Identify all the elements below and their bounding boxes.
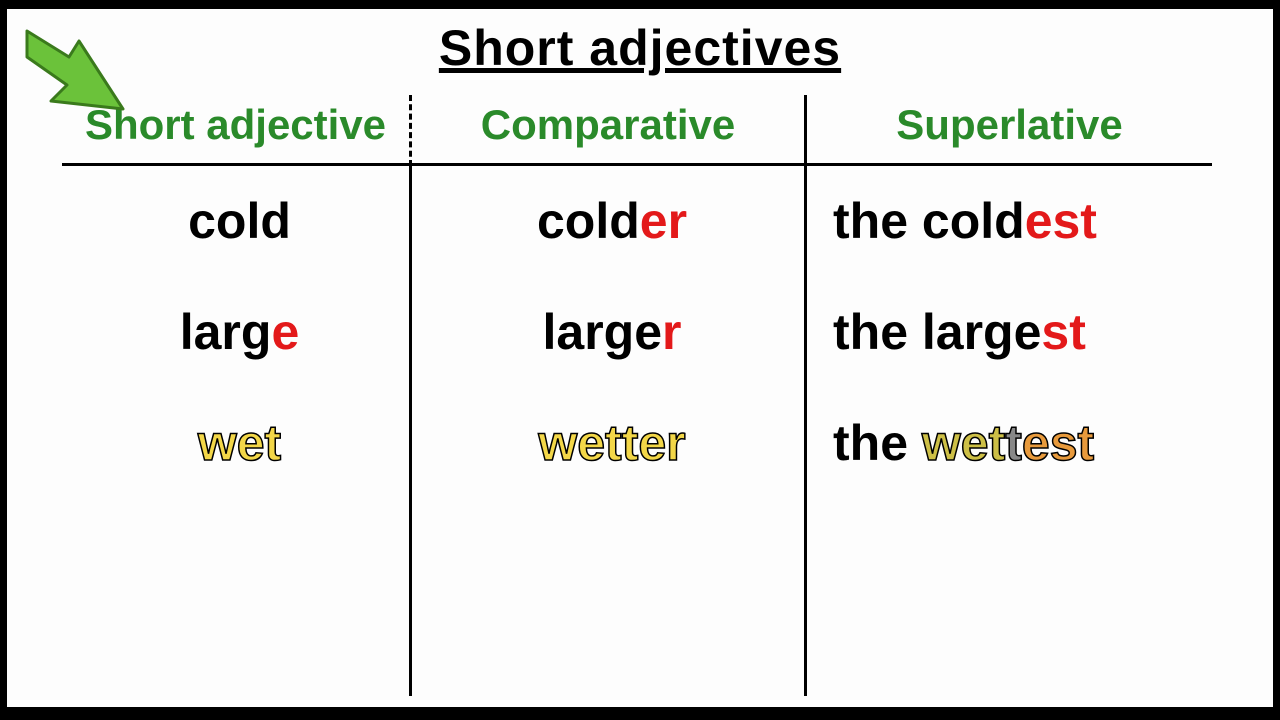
header-superlative: Superlative [807,95,1212,166]
table-header-row: Short adjective Comparative Superlative [62,95,1212,166]
col-comparative: colder larger wetter [412,166,807,696]
table-cell: the coldest [807,166,1212,277]
table-cell: large [62,277,409,388]
col-superlative: the coldest the largest the wettest [807,166,1212,696]
table-body: cold large wet colder larger wetter the … [62,166,1212,696]
table-cell: larger [412,277,804,388]
arrow-icon [19,27,129,122]
page-title: Short adjectives [7,9,1273,95]
adjective-table: Short adjective Comparative Superlative … [62,95,1218,696]
table-cell: wet [62,388,409,499]
table-cell: colder [412,166,804,277]
table-cell: wetter [412,388,804,499]
table-cell: the wettest [807,388,1212,499]
table-cell: cold [62,166,409,277]
col-short-adjective: cold large wet [62,166,412,696]
table-cell: the largest [807,277,1212,388]
slide-page: Short adjectives Short adjective Compara… [6,8,1274,708]
header-comparative: Comparative [412,95,807,166]
